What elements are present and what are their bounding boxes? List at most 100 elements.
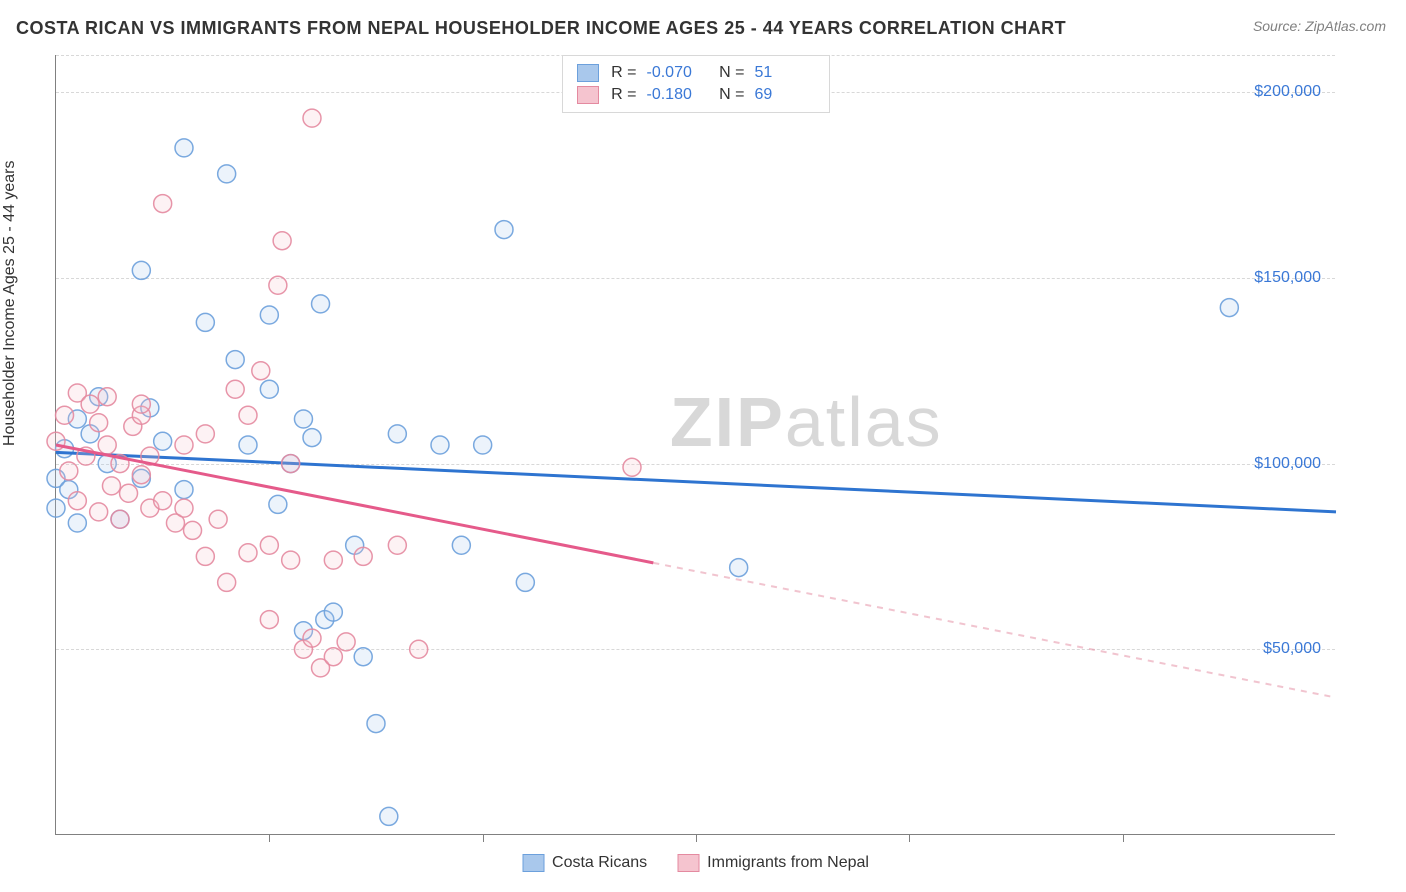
legend-label-b: Immigrants from Nepal	[707, 854, 869, 872]
scatter-point	[226, 380, 244, 398]
legend-row-series-b: R = -0.180 N = 69	[577, 84, 815, 106]
scatter-point	[90, 414, 108, 432]
scatter-point	[303, 429, 321, 447]
x-tick	[269, 834, 270, 842]
scatter-point	[98, 388, 116, 406]
scatter-point	[474, 436, 492, 454]
scatter-point	[431, 436, 449, 454]
scatter-point	[196, 313, 214, 331]
legend-r-val-a: -0.070	[647, 62, 707, 84]
scatter-point	[60, 462, 78, 480]
scatter-point	[282, 455, 300, 473]
scatter-point	[354, 547, 372, 565]
scatter-point	[68, 492, 86, 510]
scatter-point	[260, 536, 278, 554]
legend-bottom: Costa Ricans Immigrants from Nepal	[522, 854, 869, 872]
scatter-point	[388, 425, 406, 443]
legend-r-label: R =	[609, 84, 637, 106]
scatter-point	[120, 484, 138, 502]
scatter-point	[196, 425, 214, 443]
scatter-point	[260, 306, 278, 324]
scatter-point	[312, 295, 330, 313]
scatter-point	[81, 395, 99, 413]
scatter-point	[252, 362, 270, 380]
scatter-point	[47, 499, 65, 517]
legend-r-val-b: -0.180	[647, 84, 707, 106]
scatter-point	[154, 492, 172, 510]
scatter-point	[452, 536, 470, 554]
legend-swatch-a2	[522, 854, 544, 872]
scatter-point	[380, 807, 398, 825]
legend-swatch-b	[577, 86, 599, 104]
scatter-point	[196, 547, 214, 565]
scatter-point	[273, 232, 291, 250]
scatter-point	[132, 395, 150, 413]
legend-n-label: N =	[717, 84, 745, 106]
scatter-point	[337, 633, 355, 651]
scatter-point	[269, 276, 287, 294]
scatter-point	[132, 261, 150, 279]
scatter-point	[303, 109, 321, 127]
scatter-point	[102, 477, 120, 495]
legend-row-series-a: R = -0.070 N = 51	[577, 62, 815, 84]
source-label: Source: ZipAtlas.com	[1253, 18, 1386, 34]
x-tick	[696, 834, 697, 842]
plot-area: ZIPatlas $50,000$100,000$150,000$200,000…	[55, 55, 1335, 835]
scatter-point	[303, 629, 321, 647]
scatter-point	[90, 503, 108, 521]
scatter-point	[367, 715, 385, 733]
scatter-point	[260, 611, 278, 629]
scatter-point	[623, 458, 641, 476]
scatter-point	[324, 551, 342, 569]
scatter-point	[388, 536, 406, 554]
scatter-point	[354, 648, 372, 666]
chart-title: COSTA RICAN VS IMMIGRANTS FROM NEPAL HOU…	[16, 18, 1066, 39]
plot-svg	[56, 55, 1335, 834]
scatter-point	[260, 380, 278, 398]
legend-n-val-b: 69	[755, 84, 815, 106]
scatter-point	[184, 521, 202, 539]
legend-swatch-b2	[677, 854, 699, 872]
scatter-point	[154, 195, 172, 213]
scatter-point	[294, 410, 312, 428]
chart-root: COSTA RICAN VS IMMIGRANTS FROM NEPAL HOU…	[0, 0, 1406, 892]
scatter-point	[98, 436, 116, 454]
legend-r-label: R =	[609, 62, 637, 84]
scatter-point	[226, 351, 244, 369]
scatter-point	[132, 466, 150, 484]
scatter-point	[269, 495, 287, 513]
legend-item-b: Immigrants from Nepal	[677, 854, 869, 872]
scatter-point	[209, 510, 227, 528]
scatter-point	[68, 514, 86, 532]
scatter-point	[239, 544, 257, 562]
y-axis-label: Householder Income Ages 25 - 44 years	[1, 161, 19, 447]
scatter-point	[218, 165, 236, 183]
scatter-point	[154, 432, 172, 450]
legend-swatch-a	[577, 64, 599, 82]
scatter-point	[175, 499, 193, 517]
scatter-point	[111, 510, 129, 528]
scatter-point	[175, 436, 193, 454]
scatter-point	[495, 221, 513, 239]
scatter-point	[239, 436, 257, 454]
scatter-point	[516, 573, 534, 591]
x-tick	[1123, 834, 1124, 842]
scatter-point	[175, 139, 193, 157]
scatter-point	[175, 481, 193, 499]
scatter-point	[324, 603, 342, 621]
legend-n-label: N =	[717, 62, 745, 84]
scatter-point	[239, 406, 257, 424]
scatter-point	[730, 559, 748, 577]
legend-n-val-a: 51	[755, 62, 815, 84]
scatter-point	[282, 551, 300, 569]
scatter-point	[56, 406, 74, 424]
scatter-point	[218, 573, 236, 591]
scatter-point	[1220, 299, 1238, 317]
trend-line-extrapolated	[653, 563, 1336, 698]
scatter-point	[410, 640, 428, 658]
x-tick	[909, 834, 910, 842]
x-tick	[483, 834, 484, 842]
legend-label-a: Costa Ricans	[552, 854, 647, 872]
legend-item-a: Costa Ricans	[522, 854, 647, 872]
legend-stats-box: R = -0.070 N = 51 R = -0.180 N = 69	[562, 55, 830, 113]
